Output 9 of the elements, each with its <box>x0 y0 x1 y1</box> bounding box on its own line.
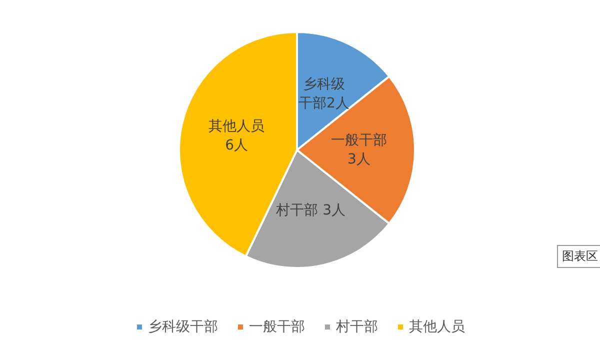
legend-label: 其他人员 <box>409 319 465 335</box>
legend-label: 乡科级干部 <box>148 319 218 335</box>
data-label: 一般干部3人 <box>331 132 387 168</box>
data-label: 村干部 3人 <box>275 202 346 218</box>
text: 图表区 <box>557 245 600 268</box>
data-label: 乡科级干部2人 <box>298 76 350 112</box>
legend-label: 一般干部 <box>249 319 305 335</box>
data-label: 其他人员6人 <box>208 118 265 154</box>
legend-label: 村干部 <box>335 319 378 335</box>
